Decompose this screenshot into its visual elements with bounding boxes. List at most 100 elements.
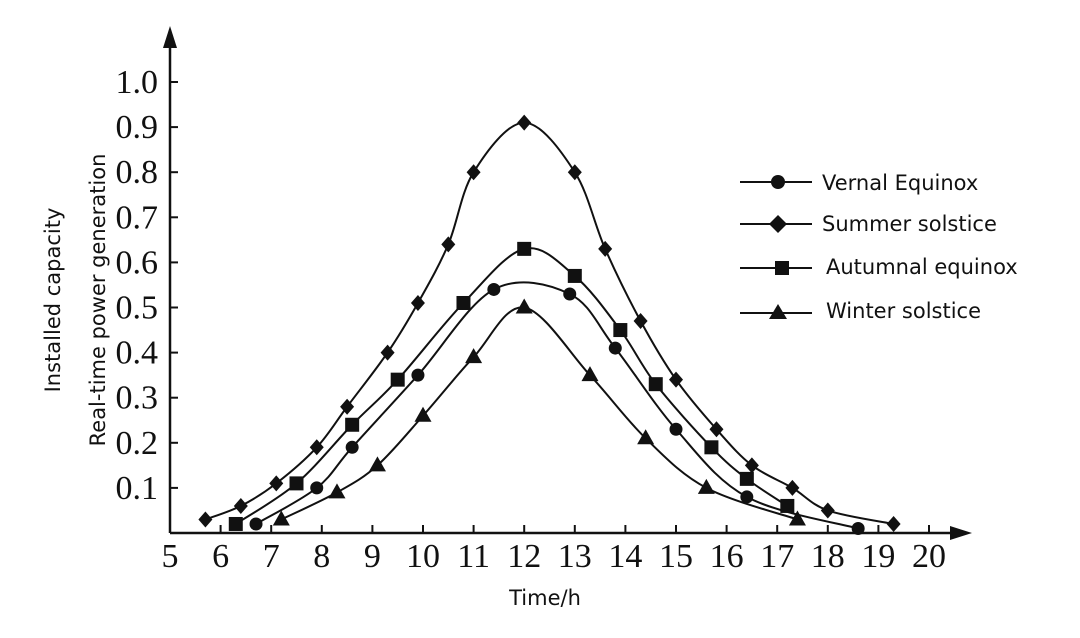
data-point-autumnal-equinox [390, 372, 405, 387]
x-tick-label: 19 [861, 538, 895, 575]
data-point-summer-solstice [669, 371, 683, 388]
data-point-summer-solstice [466, 164, 481, 181]
legend-item-autumnal-equinox: Autumnal equinox [740, 255, 1018, 279]
data-point-autumnal-equinox [613, 323, 628, 338]
data-point-summer-solstice [633, 313, 648, 330]
y-tick-label: 0.3 [116, 380, 159, 417]
ticks: 5 6 7 8 9 10 11 12 13 14 15 16 17 18 19 20 0.1 0.2 0.3 0.4 0… [116, 64, 947, 575]
data-point-summer-solstice [886, 515, 901, 532]
legend-triangle-marker [769, 304, 787, 319]
data-point-autumnal-equinox [517, 241, 532, 256]
data-point-winter-solstice [788, 510, 806, 526]
y-tick-label: 0.4 [116, 335, 159, 372]
x-tick-label: 7 [263, 538, 280, 575]
data-point-vernal-equinox [608, 341, 622, 355]
data-point-winter-solstice [272, 510, 290, 526]
series-curves [205, 121, 894, 530]
legend-circle-marker [771, 175, 785, 189]
data-point-vernal-equinox [669, 422, 683, 436]
y-tick-label: 0.9 [116, 109, 159, 146]
legend-label-autumnal-equinox: Autumnal equinox [826, 255, 1018, 279]
legend-diamond-marker [769, 215, 787, 233]
y-tick-label: 0.6 [116, 244, 159, 281]
data-point-autumnal-equinox [780, 498, 795, 513]
data-point-summer-solstice [309, 439, 324, 456]
data-point-summer-solstice [785, 479, 800, 496]
data-point-vernal-equinox [740, 490, 754, 504]
data-point-autumnal-equinox [456, 295, 471, 310]
data-point-winter-solstice [697, 478, 715, 494]
data-point-winter-solstice [637, 429, 655, 445]
legend-item-summer-solstice: Summer solstice [740, 212, 997, 236]
data-point-summer-solstice [441, 236, 456, 253]
x-tick-label: 12 [507, 538, 541, 575]
y-axis-title-line-2: Real-time power generation [86, 154, 110, 447]
data-point-winter-solstice [515, 298, 533, 314]
data-point-summer-solstice [340, 398, 355, 415]
series-line-winter-solstice [280, 306, 798, 521]
legend: Vernal Equinox Summer solstice Autumnal … [740, 171, 1018, 323]
x-tick-label: 8 [313, 538, 330, 575]
data-point-summer-solstice [517, 114, 532, 131]
data-point-summer-solstice [410, 294, 425, 311]
data-point-summer-solstice [744, 457, 759, 474]
data-point-winter-solstice [414, 406, 432, 422]
data-point-summer-solstice [198, 511, 213, 528]
x-tick-label: 9 [364, 538, 381, 575]
data-point-summer-solstice [269, 475, 284, 492]
data-point-winter-solstice [465, 348, 483, 364]
y-tick-label: 1.0 [116, 64, 159, 101]
data-point-winter-solstice [368, 456, 386, 472]
legend-item-winter-solstice: Winter solstice [740, 299, 981, 323]
data-point-autumnal-equinox [345, 417, 360, 432]
data-point-summer-solstice [380, 344, 395, 361]
x-tick-label: 14 [608, 538, 642, 575]
data-point-summer-solstice [709, 421, 724, 438]
data-point-summer-solstice [598, 240, 613, 257]
data-point-autumnal-equinox [289, 476, 304, 491]
legend-item-vernal-equinox: Vernal Equinox [740, 171, 978, 195]
x-axis-arrow [950, 526, 972, 540]
data-point-autumnal-equinox [228, 516, 243, 531]
y-tick-label: 0.7 [116, 199, 159, 236]
legend-square-marker [775, 261, 789, 275]
series-line-vernal-equinox [255, 281, 859, 530]
y-tick-label: 0.2 [116, 425, 159, 462]
x-tick-label: 20 [912, 538, 946, 575]
x-tick-label: 11 [457, 538, 490, 575]
x-tick-label: 17 [760, 538, 794, 575]
series-markers [198, 114, 901, 535]
data-point-winter-solstice [581, 366, 599, 382]
data-point-vernal-equinox [487, 282, 501, 296]
x-tick-label: 10 [406, 538, 440, 575]
x-tick-label: 13 [558, 538, 592, 575]
y-axis-title-line-1: Installed capacity [41, 208, 65, 393]
data-point-autumnal-equinox [739, 471, 754, 486]
data-point-vernal-equinox [310, 481, 324, 495]
data-point-autumnal-equinox [567, 268, 582, 283]
data-point-autumnal-equinox [648, 377, 663, 392]
x-axis-title: Time/h [508, 586, 581, 610]
data-point-summer-solstice [820, 502, 835, 519]
x-tick-label: 6 [212, 538, 229, 575]
y-tick-label: 0.1 [116, 470, 159, 507]
y-tick-label: 0.5 [116, 290, 159, 327]
legend-label-winter-solstice: Winter solstice [826, 299, 981, 323]
data-point-vernal-equinox [345, 440, 359, 454]
data-point-autumnal-equinox [704, 440, 719, 455]
data-point-summer-solstice [233, 497, 248, 514]
data-point-vernal-equinox [851, 521, 865, 535]
x-tick-label: 5 [162, 538, 179, 575]
y-tick-label: 0.8 [116, 154, 159, 191]
data-point-vernal-equinox [249, 517, 263, 531]
legend-label-vernal-equinox: Vernal Equinox [822, 171, 978, 195]
x-tick-label: 16 [710, 538, 744, 575]
data-point-winter-solstice [328, 483, 346, 499]
data-point-vernal-equinox [411, 368, 425, 382]
data-point-vernal-equinox [563, 287, 577, 301]
x-tick-label: 18 [811, 538, 845, 575]
data-point-summer-solstice [567, 164, 582, 181]
legend-label-summer-solstice: Summer solstice [822, 212, 997, 236]
x-tick-label: 15 [659, 538, 693, 575]
